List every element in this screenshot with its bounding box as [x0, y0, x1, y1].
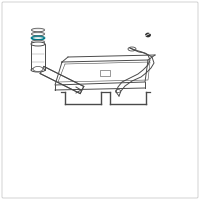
Ellipse shape [32, 40, 44, 44]
Polygon shape [40, 66, 84, 94]
Ellipse shape [33, 66, 43, 72]
Ellipse shape [31, 68, 45, 72]
Ellipse shape [32, 28, 44, 32]
Ellipse shape [146, 33, 151, 37]
Polygon shape [116, 48, 154, 96]
Bar [31, 44, 45, 70]
Ellipse shape [32, 36, 44, 40]
Ellipse shape [32, 32, 44, 36]
Ellipse shape [31, 42, 45, 46]
Bar [100, 70, 110, 76]
Polygon shape [55, 60, 148, 85]
